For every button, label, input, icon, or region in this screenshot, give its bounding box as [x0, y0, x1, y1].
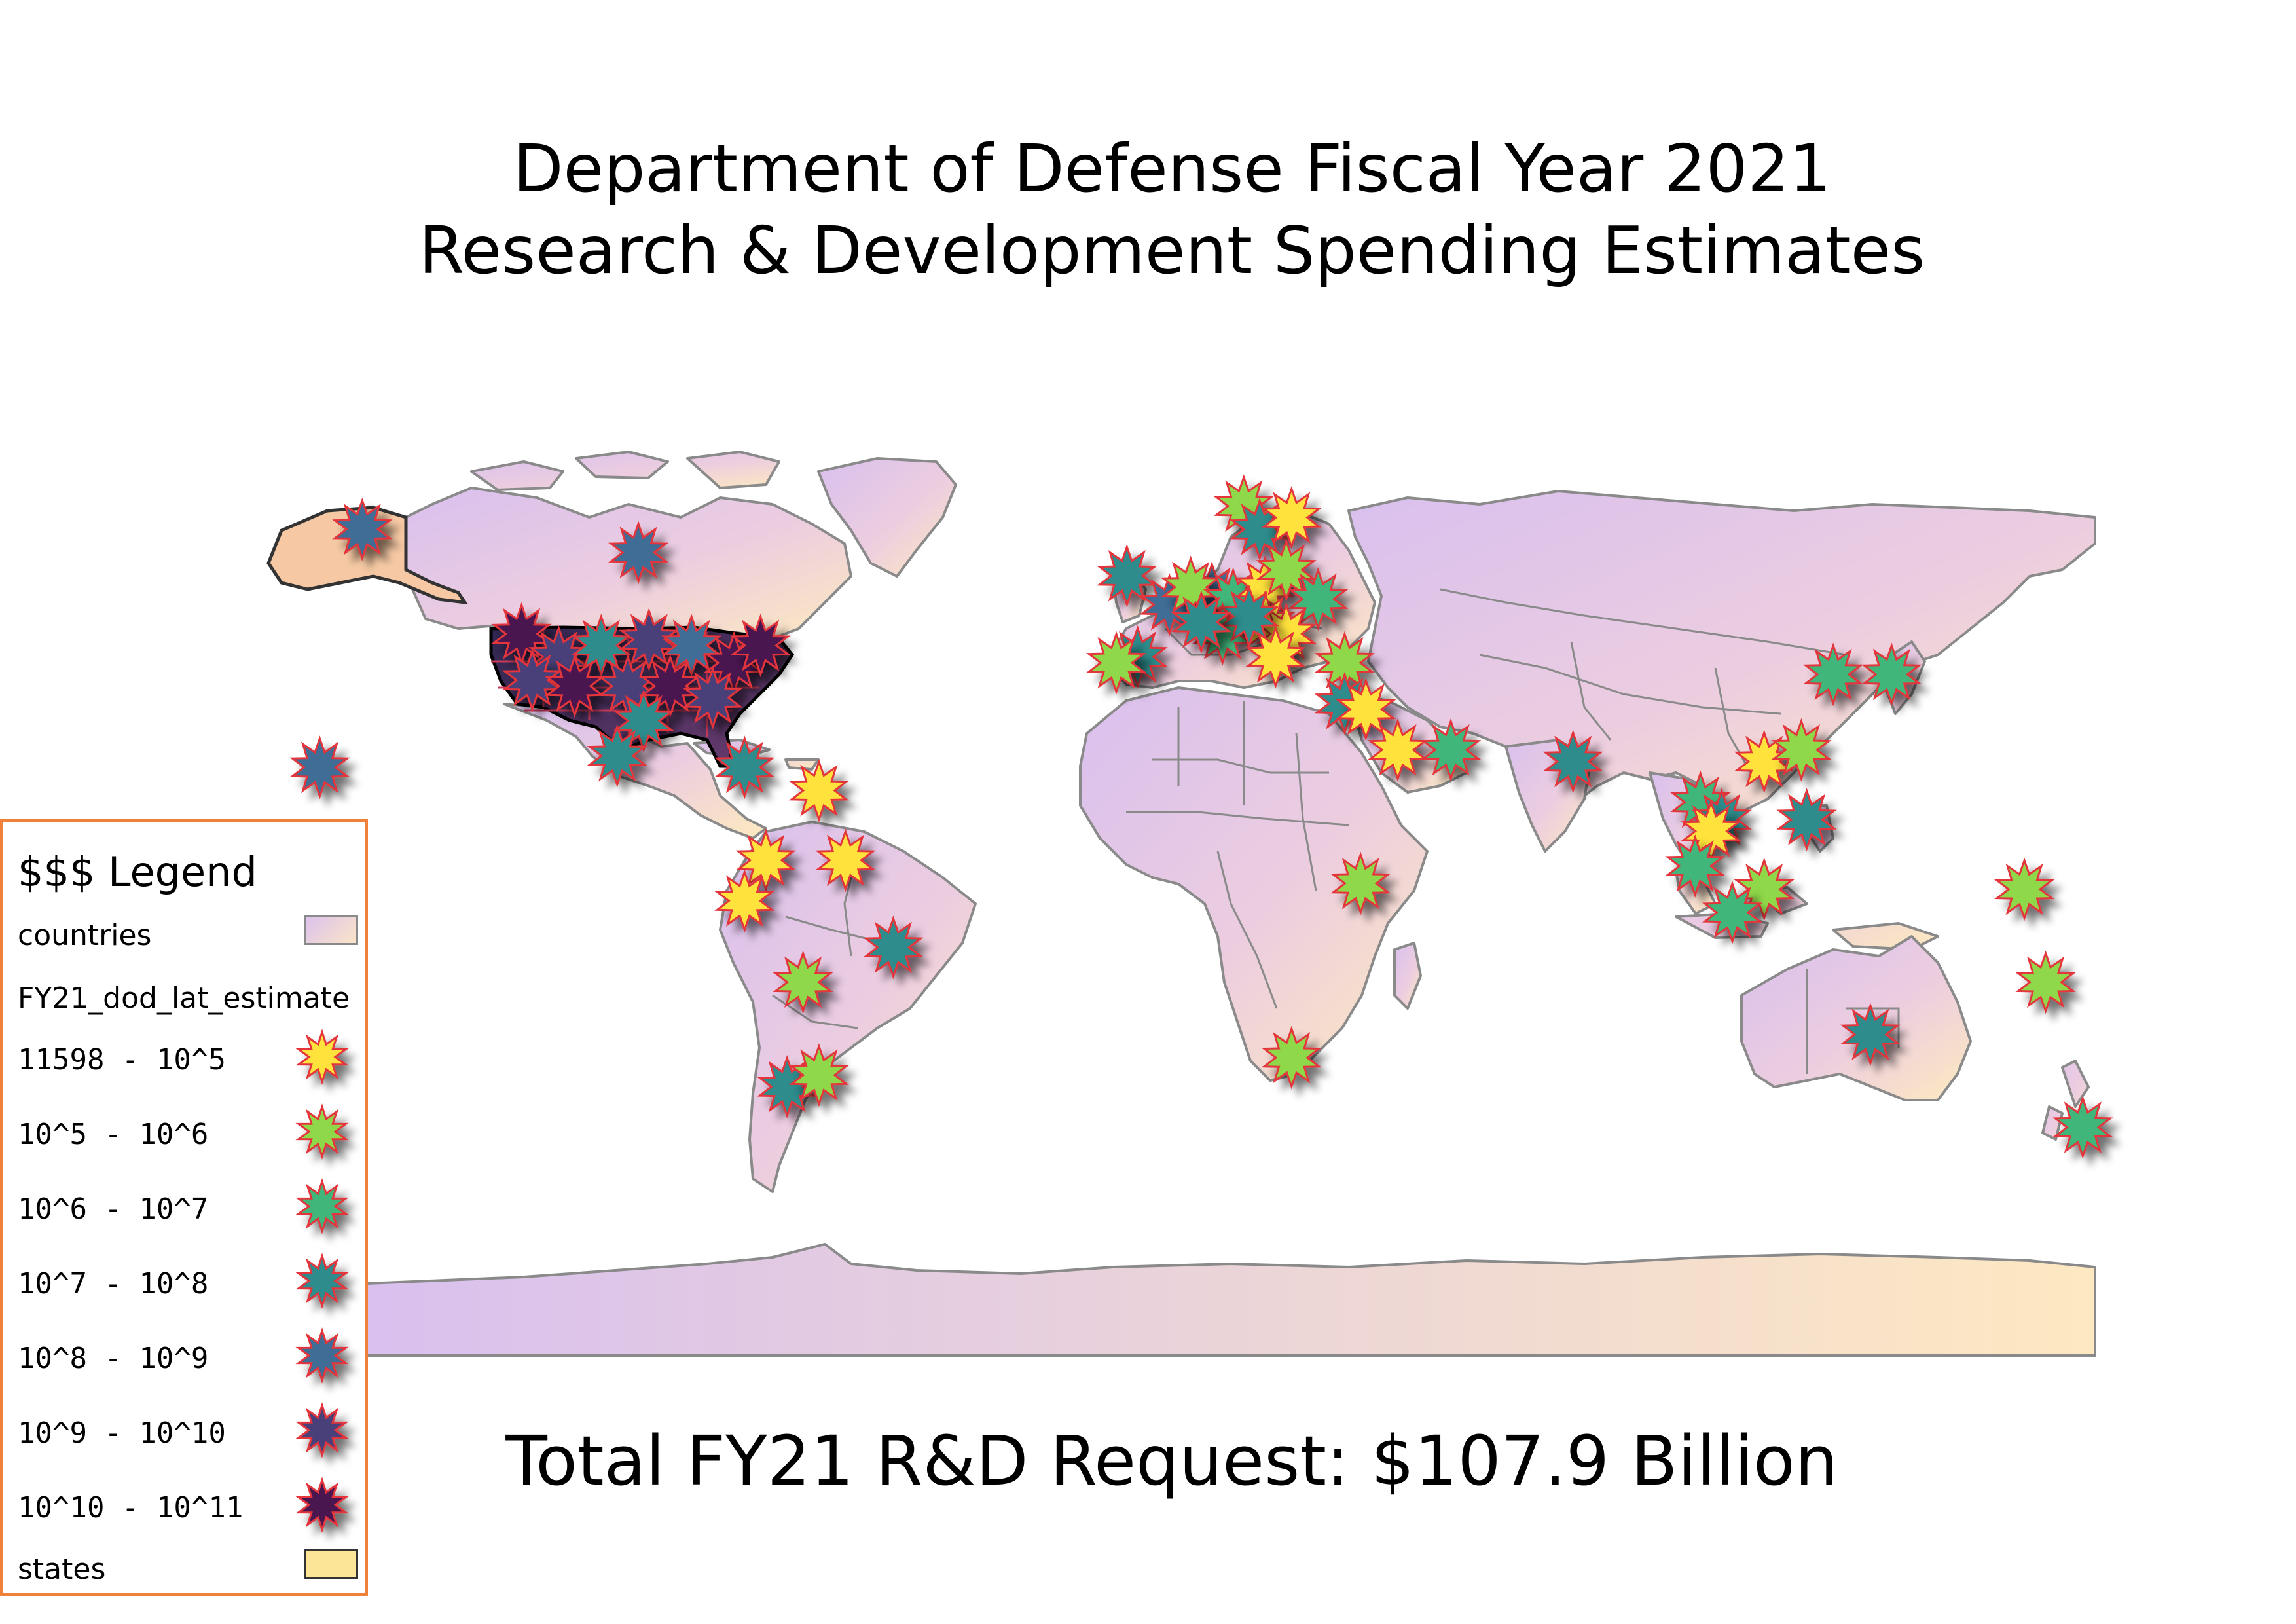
spending-marker — [1861, 642, 1922, 707]
spending-marker — [587, 724, 647, 788]
legend-class-label: 11598 - 10^5 — [18, 1043, 226, 1077]
spending-marker — [1702, 880, 1763, 945]
legend-class-label: 10^5 - 10^6 — [18, 1118, 209, 1151]
marker-layer — [289, 474, 2113, 1160]
spending-marker — [1665, 834, 1726, 898]
spending-marker — [682, 665, 743, 729]
spending-marker — [1802, 642, 1864, 707]
landmass-greenland — [817, 457, 957, 578]
spending-marker — [332, 497, 393, 561]
spending-marker — [1994, 857, 2055, 921]
spending-marker — [1288, 567, 1349, 631]
spending-marker — [1336, 677, 1396, 741]
spending-marker — [773, 950, 833, 1014]
spending-marker — [815, 828, 876, 893]
landmass-asia — [1347, 490, 2096, 813]
map-title-line2: Research & Development Spending Estimate… — [418, 212, 1925, 289]
map-title-line1: Department of Defense Fiscal Year 2021 — [513, 130, 1831, 207]
legend-class-label: 10^8 - 10^9 — [18, 1342, 209, 1375]
state-alaska — [266, 506, 469, 605]
spending-marker — [1420, 718, 1482, 782]
spending-marker — [608, 521, 669, 585]
landmass-arctic-islands — [470, 451, 780, 491]
spending-marker — [1542, 729, 1603, 794]
spending-marker — [1367, 718, 1429, 782]
legend-field-label: FY21_dod_lat_estimate — [18, 982, 350, 1015]
spending-marker — [1218, 584, 1280, 648]
spending-marker — [571, 614, 632, 678]
spending-marker — [1171, 590, 1232, 654]
spending-marker — [1256, 538, 1317, 602]
spending-marker — [1245, 625, 1306, 689]
spending-marker — [788, 1043, 850, 1107]
map-title: Department of Defense Fiscal Year 2021 R… — [0, 128, 2296, 291]
landmass-mexico-central-america — [503, 703, 767, 840]
spending-marker — [863, 915, 924, 980]
spending-marker — [2052, 1095, 2113, 1160]
spending-marker — [714, 869, 775, 933]
spending-marker — [619, 608, 680, 672]
spending-marker — [661, 614, 722, 678]
legend-countries-label: countries — [18, 919, 152, 952]
spending-marker — [1771, 718, 1832, 782]
spending-marker — [1840, 1003, 1901, 1067]
spending-marker — [501, 648, 563, 712]
legend-class-label: 10^7 - 10^8 — [18, 1267, 209, 1301]
spending-marker — [1261, 485, 1322, 550]
spending-marker — [1097, 544, 1157, 608]
legend-countries-swatch — [304, 915, 358, 945]
spending-marker — [2015, 950, 2076, 1014]
spending-marker — [714, 735, 775, 800]
spending-marker — [1085, 631, 1147, 695]
spending-marker — [1330, 851, 1391, 915]
legend-class-label: 10^9 - 10^10 — [18, 1416, 226, 1450]
legend-states-label: states — [18, 1553, 106, 1586]
spending-marker — [1261, 1025, 1322, 1090]
spending-marker — [289, 735, 350, 800]
legend-class-label: 10^6 - 10^7 — [18, 1192, 209, 1226]
spending-marker — [730, 614, 791, 678]
spending-marker — [788, 758, 850, 822]
landmass-antarctica — [365, 1243, 2096, 1357]
spending-marker — [735, 828, 796, 893]
legend-class-label: 10^10 - 10^11 — [18, 1491, 244, 1524]
legend-states-swatch — [304, 1549, 358, 1579]
spending-marker — [1776, 788, 1837, 852]
total-request-caption: Total FY21 R&D Request: $107.9 Billion — [505, 1421, 1838, 1501]
landmass-madagascar — [1393, 942, 1422, 1010]
landmass-new-zealand — [2041, 1060, 2090, 1141]
spending-marker — [544, 654, 605, 718]
legend-title: $$$ Legend — [18, 848, 257, 896]
